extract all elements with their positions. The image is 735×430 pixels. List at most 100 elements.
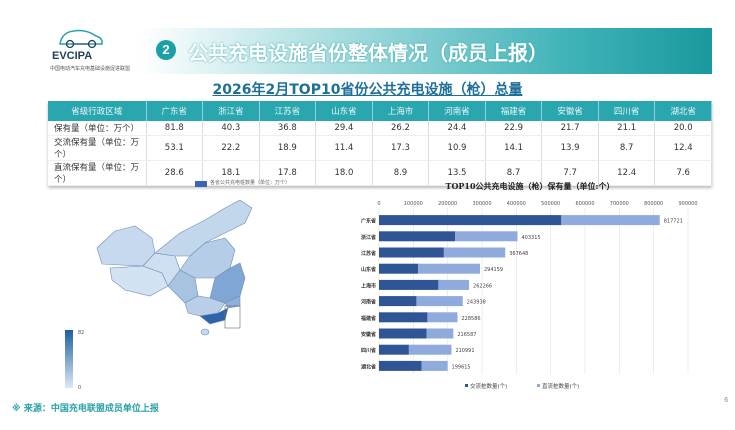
legend-swatch <box>537 384 540 387</box>
section-number: 2 <box>156 40 176 60</box>
table-cell: 12.4 <box>598 160 656 186</box>
total-data-label: 262266 <box>473 283 492 289</box>
bar-ac <box>379 215 562 226</box>
bar-dc <box>427 312 458 323</box>
x-tick-label: 600000 <box>575 201 594 207</box>
bar-dc <box>443 247 506 258</box>
bar-ac <box>379 263 419 274</box>
table-cell: 53.1 <box>146 135 204 161</box>
bar-ac <box>379 247 444 258</box>
y-category-label: 福建省 <box>360 315 376 322</box>
table-header-cell: 湖北省 <box>654 101 712 121</box>
table-cell: 8.7 <box>598 135 656 161</box>
x-tick-label: 900000 <box>678 201 697 207</box>
province-sichuan <box>167 269 199 304</box>
map-legend-label: 各省公共充电桩数量（单位：万个） <box>210 180 291 186</box>
total-data-label: 210991 <box>455 348 474 354</box>
table-header-cell: 四川省 <box>598 101 656 121</box>
table-cell: 17.3 <box>372 135 430 161</box>
table-row: 直流保有量（单位：万个） 28.6 18.1 17.8 18.0 8.9 13.5 8.7 7.… <box>48 160 712 186</box>
total-data-label: 228586 <box>461 316 480 322</box>
table-cell: 29.4 <box>315 121 373 136</box>
table-cell: 24.4 <box>428 121 486 136</box>
table-cell: 17.8 <box>259 160 317 186</box>
x-tick-label: 100000 <box>404 201 423 207</box>
table-header-cell: 省级行政区域 <box>48 101 147 121</box>
table-cell: 26.2 <box>372 121 430 136</box>
y-category-label: 广东省 <box>361 218 376 225</box>
y-category-label: 河南省 <box>360 299 376 306</box>
province-xinjiang <box>96 225 156 267</box>
table-cell: 40.3 <box>202 121 260 136</box>
x-tick-label: 400000 <box>507 201 526 207</box>
table-cell: 10.9 <box>428 135 486 161</box>
y-category-label: 四川省 <box>361 347 376 354</box>
bar-dc <box>426 328 454 339</box>
province-north <box>154 199 253 257</box>
table-cell: 18.1 <box>202 160 260 186</box>
table-header-cell: 江苏省 <box>259 101 317 121</box>
x-tick-label: 300000 <box>472 201 491 207</box>
table-cell: 7.7 <box>541 160 599 186</box>
table-cell: 18.9 <box>259 135 317 161</box>
chart-title: TOP10公共充电设施（枪）保有量（单位:个） <box>445 181 614 191</box>
x-tick-label: 200000 <box>438 201 457 207</box>
province-guangdong <box>199 307 229 325</box>
table-cell: 21.7 <box>541 121 599 136</box>
x-tick-label: 0 <box>377 201 380 207</box>
section-banner: 2 公共充电设施省份整体情况（成员上报） <box>140 28 712 74</box>
bar-ac <box>379 231 456 242</box>
y-category-label: 江苏省 <box>361 250 376 257</box>
legend-swatch <box>465 384 468 387</box>
total-data-label: 243938 <box>467 300 486 306</box>
table-cell: 18.0 <box>315 160 373 186</box>
evcipa-logo: EVCIPA 中国电动汽车充电基础设施促进联盟 <box>48 26 138 78</box>
map-scale-bar[interactable] <box>65 330 73 388</box>
total-data-label: 403315 <box>521 235 540 241</box>
table-header-cell: 安徽省 <box>541 101 599 121</box>
y-category-label: 山东省 <box>361 266 376 273</box>
map-legend-swatch <box>195 181 207 187</box>
page-number: 6 <box>724 396 729 404</box>
table-cell: 13.9 <box>541 135 599 161</box>
bar-dc <box>408 344 452 355</box>
table-cell: 81.8 <box>146 121 204 136</box>
logo-subtitle: 中国电动汽车充电基础设施促进联盟 <box>50 66 131 72</box>
row-label: 直流保有量（单位：万个） <box>48 160 147 186</box>
china-choropleth-map: 各省公共充电桩数量（单位：万个） 82 0 <box>40 178 330 403</box>
province-south-west <box>184 295 226 317</box>
x-tick-label: 800000 <box>644 201 663 207</box>
table-header-row: 省级行政区域 广东省 浙江省 江苏省 山东省 上海市 河南省 福建省 安徽省 四川省 湖北省 <box>48 101 712 121</box>
y-category-label: 安徽省 <box>361 331 376 338</box>
total-data-label: 367648 <box>509 251 528 257</box>
table-cell: 21.1 <box>598 121 656 136</box>
source-note: ※ 来源：中国充电联盟成员单位上报 <box>12 404 159 414</box>
table-cell: 20.0 <box>654 121 712 136</box>
section-title: 公共充电设施省份整体情况（成员上报） <box>188 41 548 65</box>
total-data-label: 294159 <box>484 267 503 273</box>
table-cell: 13.5 <box>428 160 486 186</box>
bar-ac <box>379 279 439 290</box>
map-scale-max: 82 <box>78 330 84 336</box>
table-cell: 8.9 <box>372 160 430 186</box>
row-label: 保有量（单位：万个） <box>48 121 147 136</box>
table-header-cell: 上海市 <box>372 101 430 121</box>
table-header-cell: 河南省 <box>428 101 486 121</box>
total-data-label: 817721 <box>664 219 683 225</box>
y-category-label: 湖北省 <box>361 363 376 370</box>
bar-ac <box>379 296 417 307</box>
table-header-cell: 山东省 <box>315 101 373 121</box>
map-scale-min: 0 <box>78 385 81 391</box>
table-cell: 22.9 <box>485 121 543 136</box>
top10-stacked-bar-chart: TOP10公共充电设施（枪）保有量（单位:个） 0 100000 200000 3000… <box>330 178 730 393</box>
province-hainan <box>200 328 210 336</box>
bar-ac <box>379 360 422 371</box>
table-header-cell: 福建省 <box>485 101 543 121</box>
table-row: 保有量（单位：万个） 81.8 40.3 36.8 29.4 26.2 24.4 22.9 21… <box>48 121 712 136</box>
table-header-cell: 广东省 <box>146 101 204 121</box>
table-cell: 28.6 <box>146 160 204 186</box>
table-row: 交流保有量（单位：万个） 53.1 22.2 18.9 11.4 17.3 10.9 14.1… <box>48 135 712 161</box>
total-data-label: 199615 <box>452 364 471 370</box>
table-cell: 36.8 <box>259 121 317 136</box>
table-cell: 14.1 <box>485 135 543 161</box>
